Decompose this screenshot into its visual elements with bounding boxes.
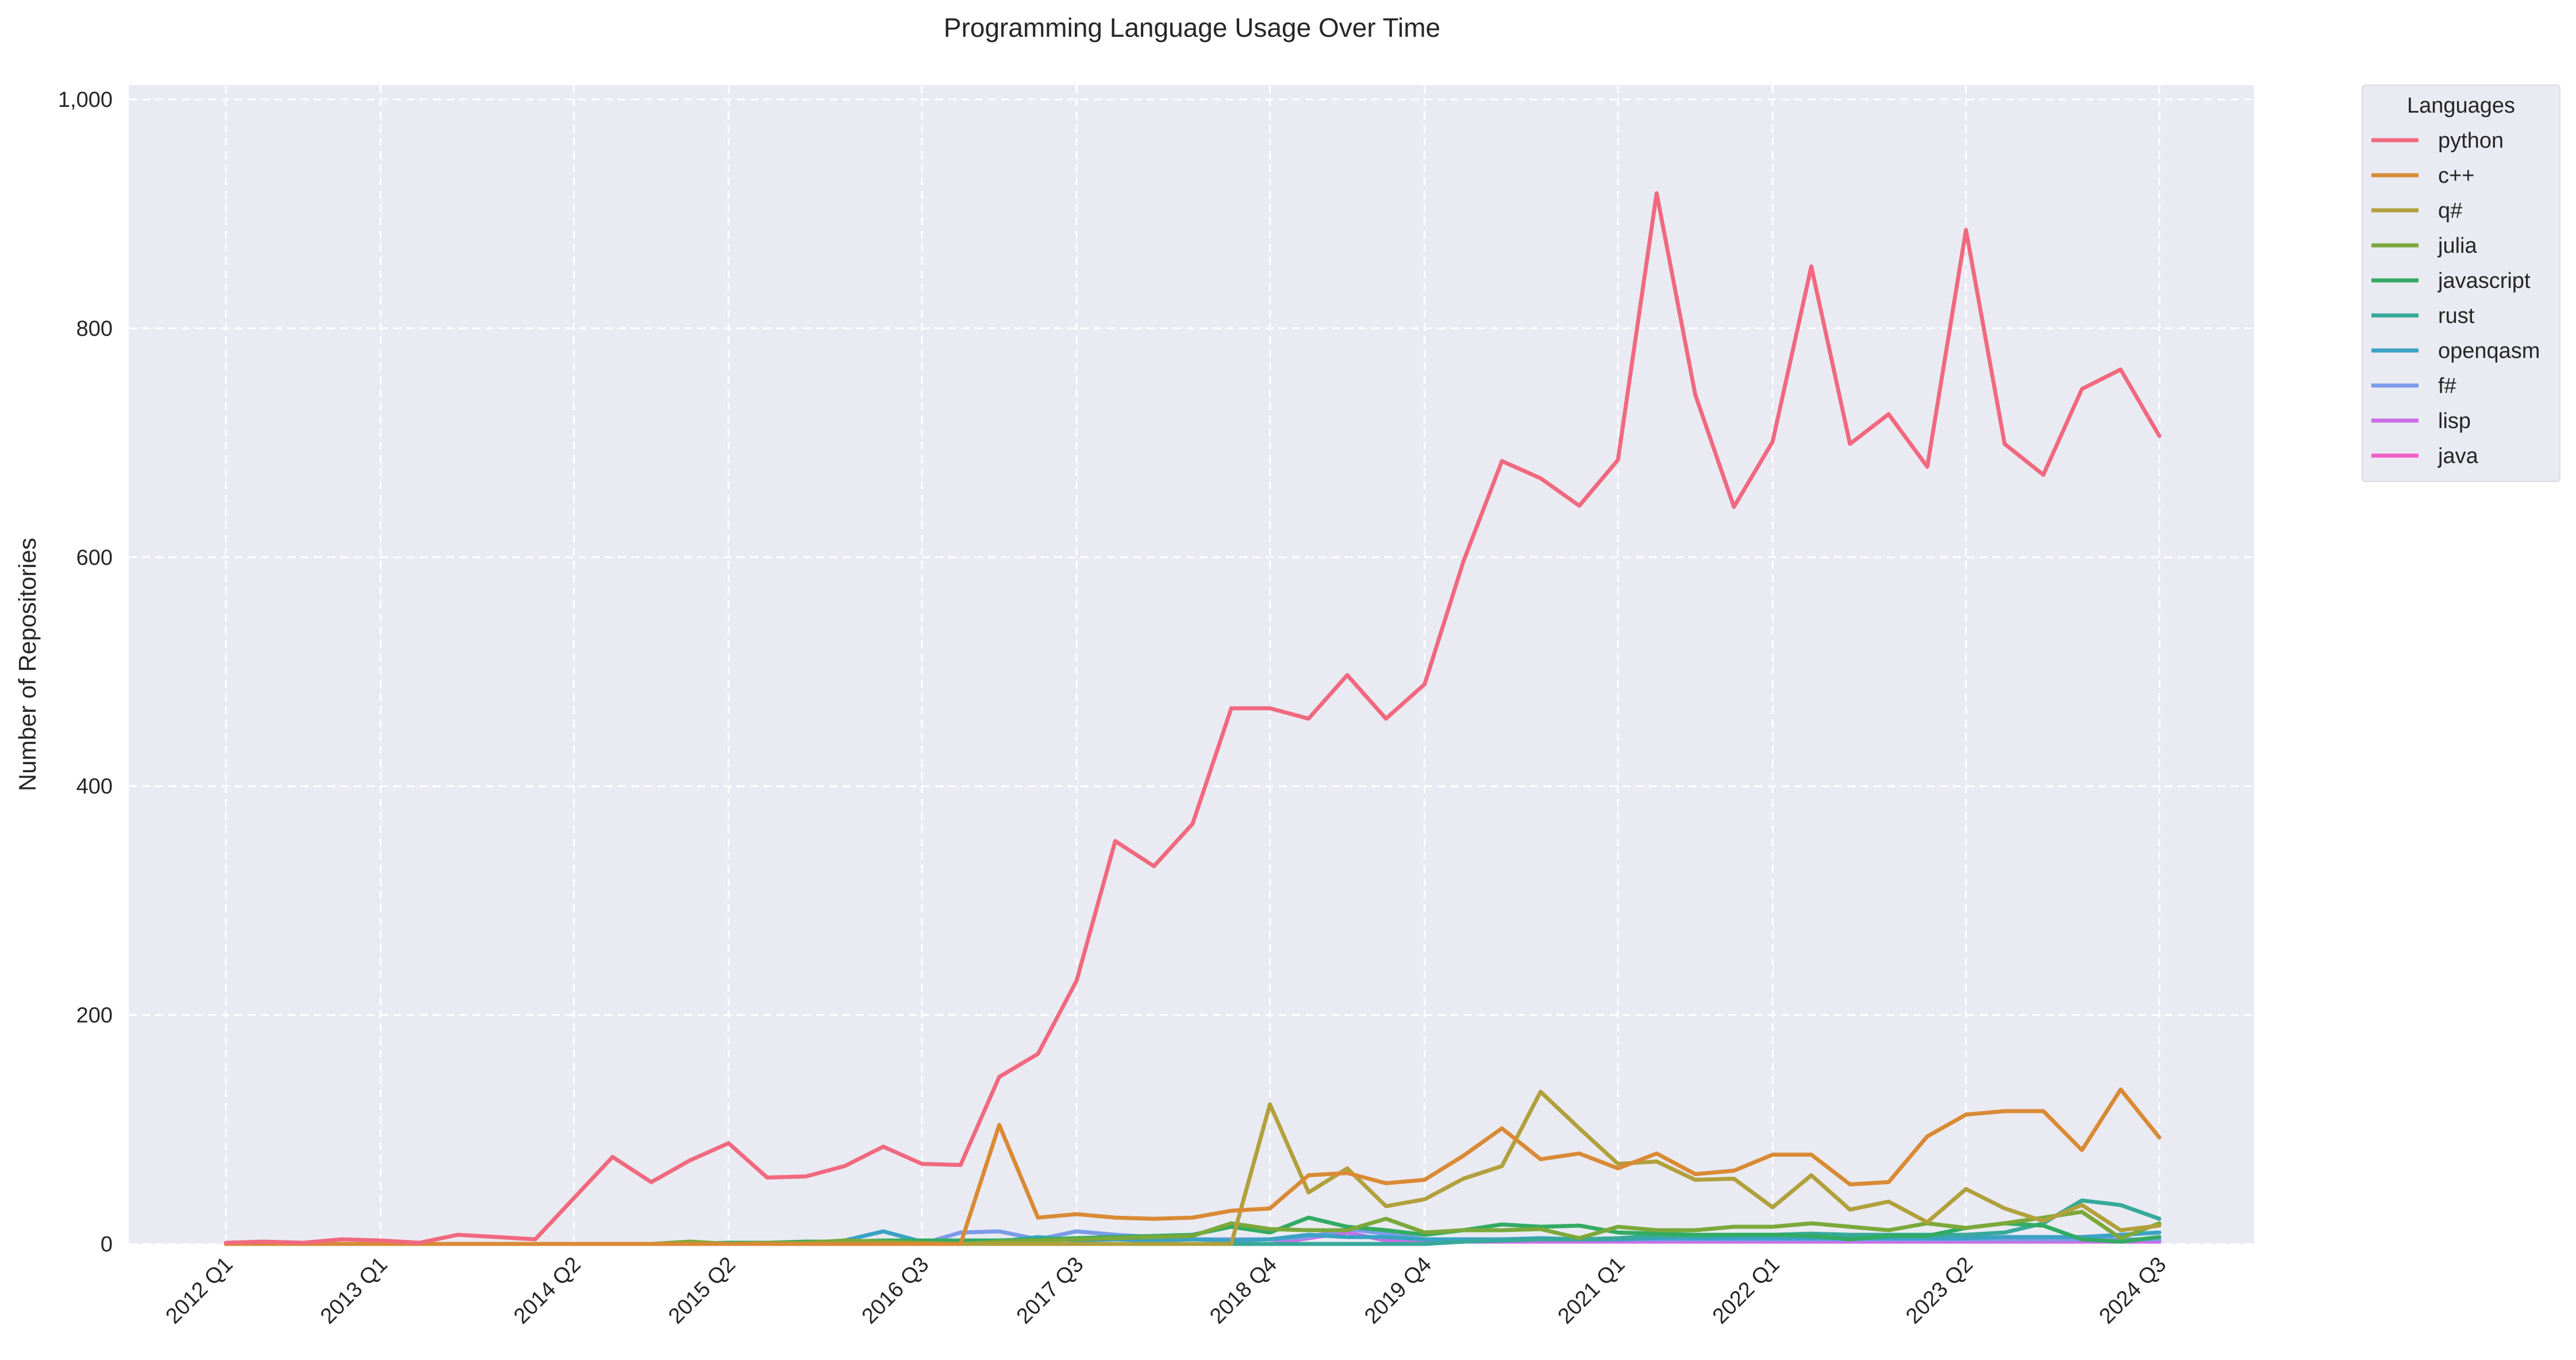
series-line-python bbox=[224, 191, 2162, 1245]
y-tick-label: 400 bbox=[76, 775, 113, 799]
legend-item: openqasm bbox=[2371, 339, 2540, 363]
legend-label: f# bbox=[2438, 374, 2456, 398]
legend-label: lisp bbox=[2438, 409, 2471, 433]
x-tick-label: 2015 Q2 bbox=[664, 1253, 740, 1329]
x-tick-label: 2022 Q1 bbox=[1708, 1253, 1785, 1329]
legend-label: q# bbox=[2438, 199, 2462, 223]
x-tick-label: 2023 Q2 bbox=[1901, 1253, 1978, 1329]
x-tick-label: 2019 Q4 bbox=[1360, 1253, 1436, 1329]
x-tick-label: 2024 Q3 bbox=[2095, 1253, 2171, 1329]
plot-area bbox=[129, 85, 2254, 1244]
legend-label: rust bbox=[2438, 304, 2475, 328]
series-layer bbox=[224, 191, 2162, 1246]
x-tick-label: 2016 Q3 bbox=[858, 1253, 934, 1329]
legend-title: Languages bbox=[2407, 94, 2515, 118]
x-tick-label: 2018 Q4 bbox=[1205, 1253, 1282, 1329]
x-tick-label: 2012 Q1 bbox=[162, 1253, 238, 1329]
legend-label: julia bbox=[2437, 234, 2477, 258]
legend-label: javascript bbox=[2437, 269, 2531, 293]
legend-label: python bbox=[2438, 129, 2504, 153]
legend-label: openqasm bbox=[2438, 339, 2540, 363]
x-tick-label: 2021 Q1 bbox=[1554, 1253, 1630, 1329]
y-tick-label: 200 bbox=[76, 1004, 113, 1028]
legend-item: julia bbox=[2371, 234, 2477, 258]
x-tick-label: 2017 Q3 bbox=[1012, 1253, 1089, 1329]
legend-item: python bbox=[2371, 129, 2504, 153]
legend-item: rust bbox=[2371, 304, 2475, 328]
chart-title: Programming Language Usage Over Time bbox=[944, 13, 1440, 43]
grid-layer bbox=[129, 85, 2254, 1245]
legend-item: c++ bbox=[2371, 164, 2474, 188]
x-tick-label: 2014 Q2 bbox=[509, 1253, 586, 1329]
legend-item: java bbox=[2371, 444, 2479, 468]
legend-item: lisp bbox=[2371, 409, 2471, 433]
y-axis-title: Number of Repositories bbox=[14, 538, 41, 791]
x-axis-ticks: 2012 Q1 2013 Q1 2014 Q2 2015 Q2 2016 Q3 2017 … bbox=[162, 1253, 2171, 1329]
y-tick-label: 600 bbox=[76, 546, 113, 570]
legend: Languages python c++ q# julia javascript rust… bbox=[2362, 84, 2560, 482]
x-tick-label: 2013 Q1 bbox=[316, 1253, 393, 1329]
legend-items: python c++ q# julia javascript rust openqasm f#… bbox=[2371, 129, 2540, 468]
legend-item: f# bbox=[2371, 374, 2456, 398]
legend-label: c++ bbox=[2438, 164, 2474, 188]
legend-item: javascript bbox=[2371, 269, 2531, 293]
legend-box bbox=[2362, 84, 2560, 482]
legend-label: java bbox=[2437, 444, 2479, 468]
y-tick-label: 1,000 bbox=[58, 88, 113, 112]
series-line-c bbox=[224, 1087, 2162, 1246]
y-tick-label: 800 bbox=[76, 317, 113, 341]
legend-item: q# bbox=[2371, 199, 2462, 223]
y-axis-ticks: 0 200 400 600 800 1,000 bbox=[58, 88, 113, 1257]
y-tick-label: 0 bbox=[101, 1232, 113, 1257]
